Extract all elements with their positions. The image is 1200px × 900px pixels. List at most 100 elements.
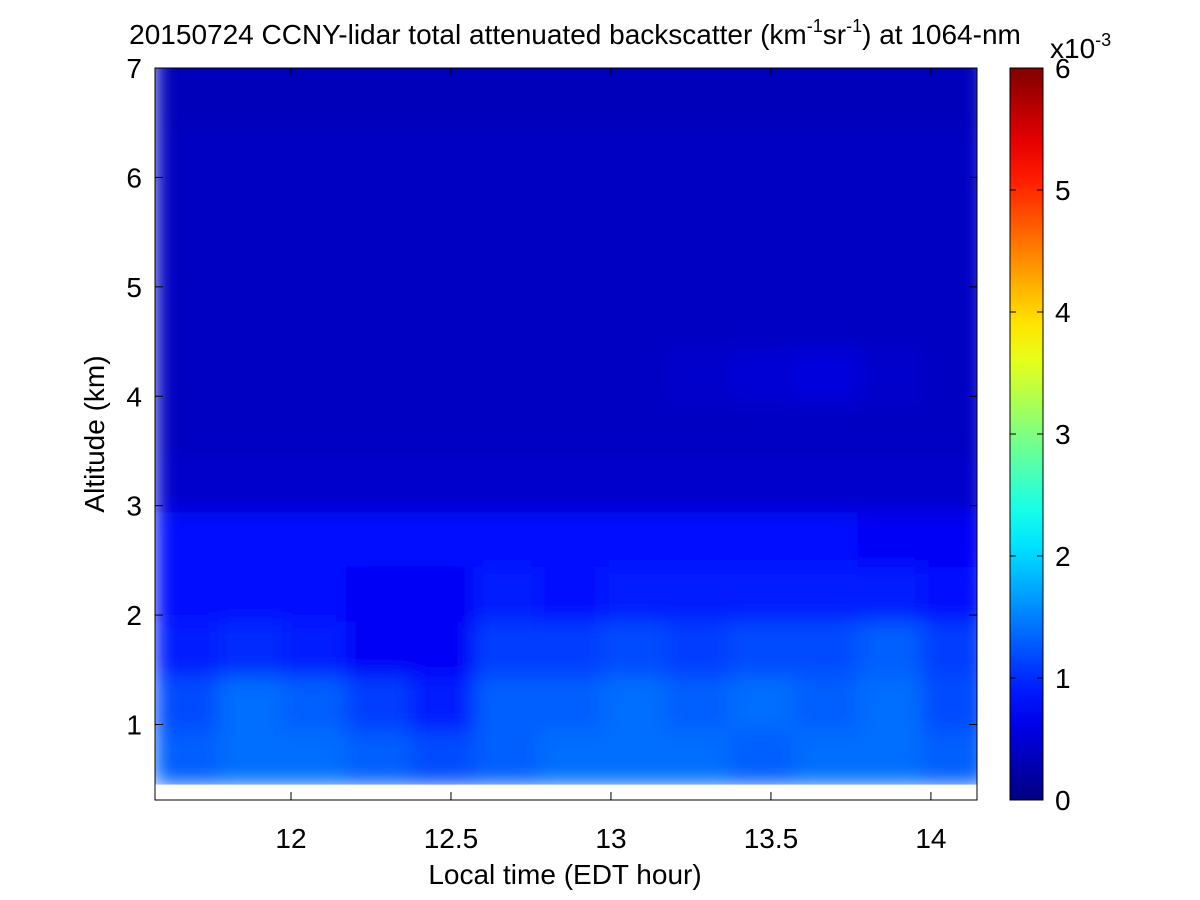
heatmap-cell — [921, 72, 977, 130]
y-tick-label: 2 — [126, 600, 142, 631]
heatmap-cell — [793, 728, 860, 785]
heatmap-cell — [665, 68, 732, 75]
heatmap-cell — [921, 728, 977, 785]
heatmap-cell — [537, 127, 604, 184]
heatmap-cells — [155, 68, 977, 785]
heatmap-cell — [281, 564, 348, 622]
heatmap-cell — [281, 68, 348, 75]
heatmap-cell — [857, 674, 924, 731]
heatmap-cell — [857, 236, 924, 294]
colorbar-tick-label: 1 — [1055, 663, 1071, 694]
heatmap-cell — [409, 127, 476, 184]
heatmap-cell — [155, 674, 220, 731]
heatmap-cell — [345, 674, 412, 731]
heatmap-cell — [537, 400, 604, 458]
heatmap-cell — [793, 510, 860, 567]
heatmap-cell — [155, 728, 220, 785]
title-part: 20150724 CCNY-lidar total attenuated bac… — [129, 19, 807, 50]
heatmap-cell — [345, 728, 412, 785]
heatmap-cell — [155, 510, 220, 567]
heatmap-cell — [729, 236, 796, 294]
heatmap-cell — [281, 127, 348, 184]
colorbar-tick-label: 0 — [1055, 785, 1071, 816]
title-part: sr — [823, 19, 846, 50]
heatmap-cell — [601, 674, 668, 731]
heatmap-cell — [665, 346, 732, 403]
colorbar-scale-base: x10 — [1050, 33, 1095, 64]
colorbar-tick-label: 4 — [1055, 297, 1071, 328]
heatmap-cell — [409, 728, 476, 785]
title-part: ) at 1064-nm — [862, 19, 1021, 50]
title-part: -1 — [807, 16, 823, 36]
heatmap-cell — [793, 127, 860, 184]
heatmap-cell — [473, 674, 540, 731]
heatmap-cell — [409, 564, 476, 622]
heatmap-cell — [155, 236, 220, 294]
heatmap-cell — [857, 72, 924, 130]
heatmap-cell — [155, 72, 220, 130]
heatmap-cell — [473, 346, 540, 403]
heatmap-cell — [345, 400, 412, 458]
heatmap-cell — [601, 455, 668, 513]
heatmap-cell — [345, 510, 412, 567]
heatmap-cell — [665, 510, 732, 567]
heatmap-cell — [857, 68, 924, 75]
heatmap-cell — [155, 181, 220, 239]
heatmap-cell — [601, 400, 668, 458]
heatmap-cell — [217, 564, 284, 622]
heatmap-cell — [345, 291, 412, 349]
heatmap-cell — [345, 68, 412, 75]
heatmap-cell — [729, 400, 796, 458]
heatmap-cell — [281, 619, 348, 677]
heatmap-cell — [155, 127, 220, 184]
heatmap-cell — [217, 346, 284, 403]
colorbar-tick-label: 3 — [1055, 419, 1071, 450]
heatmap-cell — [537, 619, 604, 677]
heatmap-cell — [665, 400, 732, 458]
heatmap-cell — [409, 68, 476, 75]
heatmap-cell — [857, 728, 924, 785]
heatmap-cell — [345, 564, 412, 622]
heatmap-cell — [345, 236, 412, 294]
heatmap-cell — [537, 236, 604, 294]
heatmap-cell — [921, 400, 977, 458]
heatmap-cell — [857, 510, 924, 567]
heatmap-cell — [601, 68, 668, 75]
x-tick-label: 12 — [275, 823, 306, 854]
heatmap-cell — [857, 346, 924, 403]
heatmap-cell — [793, 72, 860, 130]
title-part: -1 — [846, 16, 862, 36]
heatmap-cell — [601, 127, 668, 184]
heatmap-cell — [601, 236, 668, 294]
heatmap-cell — [729, 619, 796, 677]
heatmap-cell — [217, 619, 284, 677]
heatmap-cell — [281, 510, 348, 567]
heatmap-cell — [793, 400, 860, 458]
y-tick-label: 1 — [126, 710, 142, 741]
heatmap-cell — [281, 72, 348, 130]
colorbar-tick-label: 5 — [1055, 175, 1071, 206]
heatmap-cell — [665, 72, 732, 130]
colorbar-scale-exponent: -3 — [1095, 30, 1111, 50]
heatmap-cell — [537, 674, 604, 731]
heatmap-cell — [281, 236, 348, 294]
heatmap-cell — [665, 728, 732, 785]
heatmap-cell — [537, 728, 604, 785]
heatmap-cell — [217, 181, 284, 239]
heatmap-cell — [665, 236, 732, 294]
heatmap-cell — [409, 455, 476, 513]
heatmap-cell — [601, 72, 668, 130]
heatmap-cell — [665, 291, 732, 349]
heatmap — [155, 68, 977, 785]
heatmap-cell — [409, 674, 476, 731]
heatmap-cell — [537, 68, 604, 75]
heatmap-cell — [793, 291, 860, 349]
heatmap-cell — [793, 619, 860, 677]
heatmap-cell — [217, 291, 284, 349]
heatmap-cell — [217, 72, 284, 130]
heatmap-cell — [473, 127, 540, 184]
colorbar-tick-label: 2 — [1055, 541, 1071, 572]
heatmap-cell — [857, 564, 924, 622]
